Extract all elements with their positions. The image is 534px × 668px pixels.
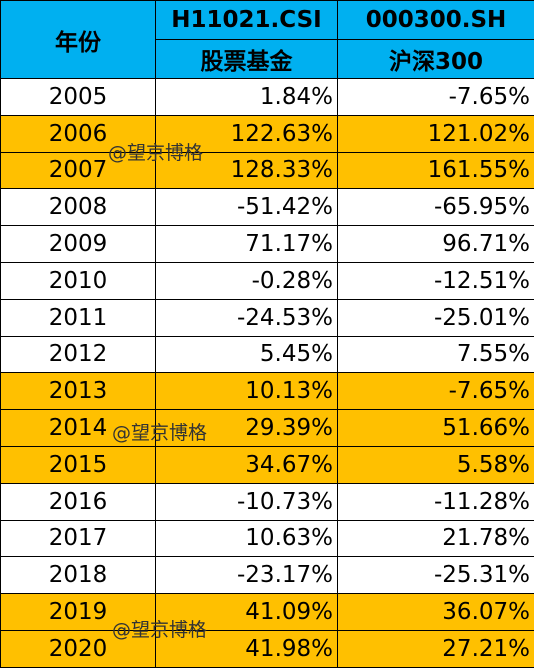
value-cell: -23.17% bbox=[156, 557, 338, 594]
year-cell: 2009 bbox=[1, 226, 156, 263]
table-row: 2008-51.42%-65.95% bbox=[1, 189, 534, 226]
value-cell: -11.28% bbox=[338, 483, 534, 520]
value-cell: 121.02% bbox=[338, 115, 534, 152]
year-cell: 2018 bbox=[1, 557, 156, 594]
value-cell: -7.65% bbox=[338, 79, 534, 116]
value-cell: 71.17% bbox=[156, 226, 338, 263]
table-row: 2018-23.17%-25.31% bbox=[1, 557, 534, 594]
value-cell: 5.45% bbox=[156, 336, 338, 373]
value-cell: 27.21% bbox=[338, 630, 534, 667]
value-cell: -7.65% bbox=[338, 373, 534, 410]
value-cell: -51.42% bbox=[156, 189, 338, 226]
value-cell: -10.73% bbox=[156, 483, 338, 520]
value-cell: -25.01% bbox=[338, 299, 534, 336]
value-cell: 10.63% bbox=[156, 520, 338, 557]
year-cell: 2011 bbox=[1, 299, 156, 336]
value-cell: -24.53% bbox=[156, 299, 338, 336]
value-cell: -25.31% bbox=[338, 557, 534, 594]
value-cell: 1.84% bbox=[156, 79, 338, 116]
table-row: 2011-24.53%-25.01% bbox=[1, 299, 534, 336]
watermark: @望京博格 bbox=[108, 138, 203, 165]
value-cell: 161.55% bbox=[338, 152, 534, 189]
value-cell: -0.28% bbox=[156, 262, 338, 299]
value-cell: 96.71% bbox=[338, 226, 534, 263]
year-cell: 2013 bbox=[1, 373, 156, 410]
watermark: @望京博格 bbox=[112, 615, 207, 642]
year-cell: 2010 bbox=[1, 262, 156, 299]
header-cell: 年份 bbox=[1, 1, 156, 79]
value-cell: -65.95% bbox=[338, 189, 534, 226]
year-cell: 2017 bbox=[1, 520, 156, 557]
table-header: 年份 H11021.CSI 000300.SH 股票基金 沪深300 bbox=[1, 1, 534, 79]
year-cell: 2005 bbox=[1, 79, 156, 116]
value-cell: -12.51% bbox=[338, 262, 534, 299]
value-cell: 21.78% bbox=[338, 520, 534, 557]
value-cell: 5.58% bbox=[338, 446, 534, 483]
year-cell: 2012 bbox=[1, 336, 156, 373]
year-cell: 2016 bbox=[1, 483, 156, 520]
table-row: 2016-10.73%-11.28% bbox=[1, 483, 534, 520]
value-cell: 36.07% bbox=[338, 594, 534, 631]
header-cell: 股票基金 bbox=[156, 40, 338, 79]
watermark: @望京博格 bbox=[112, 418, 207, 445]
header-cell: 沪深300 bbox=[338, 40, 534, 79]
year-cell: 2015 bbox=[1, 446, 156, 483]
table-row: 2010-0.28%-12.51% bbox=[1, 262, 534, 299]
value-cell: 7.55% bbox=[338, 336, 534, 373]
value-cell: 34.67% bbox=[156, 446, 338, 483]
year-cell: 2008 bbox=[1, 189, 156, 226]
value-cell: 51.66% bbox=[338, 410, 534, 447]
header-cell: H11021.CSI bbox=[156, 1, 338, 40]
value-cell: 10.13% bbox=[156, 373, 338, 410]
header-cell: 000300.SH bbox=[338, 1, 534, 40]
header-row: 年份 H11021.CSI 000300.SH bbox=[1, 1, 534, 40]
